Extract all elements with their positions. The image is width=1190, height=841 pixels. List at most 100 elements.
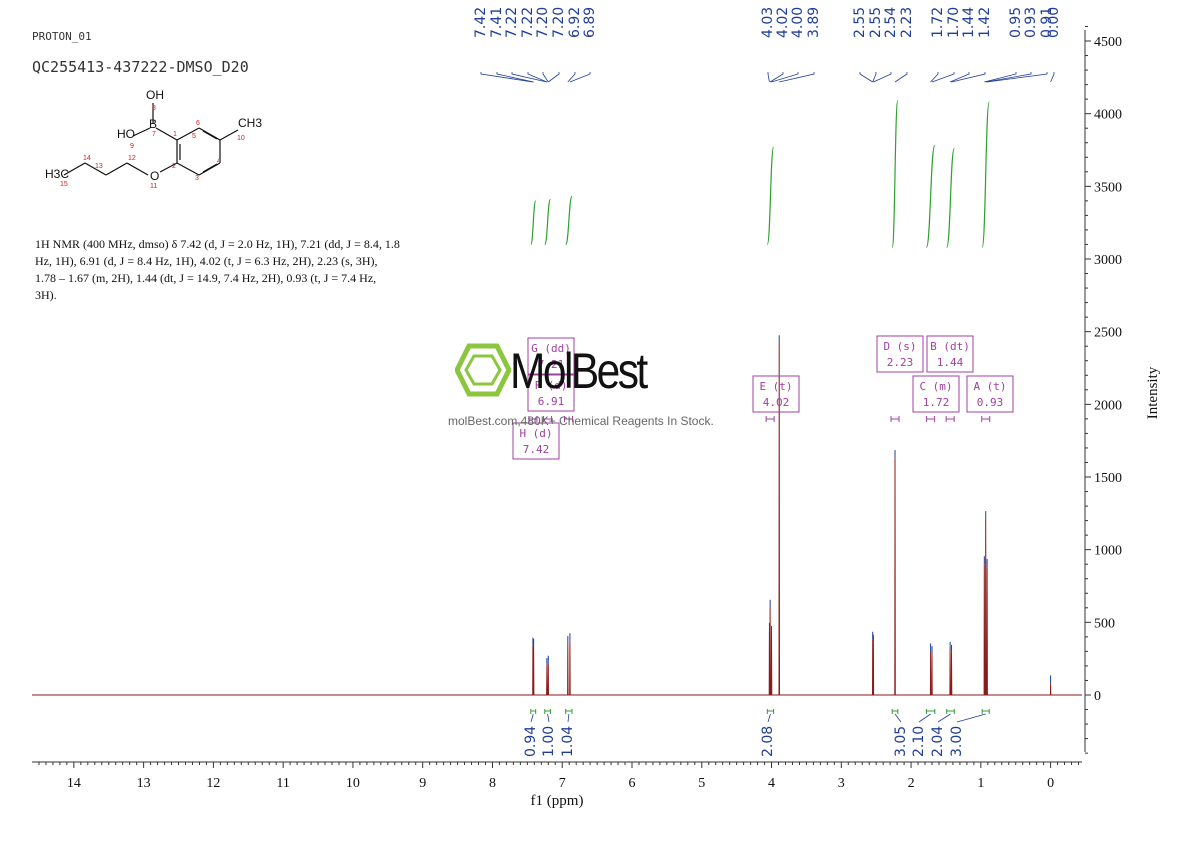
integral-leader <box>937 713 951 723</box>
peak-label: 7.22 <box>520 7 536 38</box>
spectrum-trace <box>32 335 1082 696</box>
peak-label-leader <box>1050 72 1055 83</box>
y-tick-label: 0 <box>1094 689 1101 704</box>
structure-atom-number: 9 <box>130 143 134 150</box>
integral-leader <box>918 713 931 723</box>
integral-bracket <box>946 709 955 714</box>
integral-curve <box>946 147 955 248</box>
x-tick-label: 1 <box>977 776 984 791</box>
structure-bond <box>198 127 221 141</box>
integral-bracket <box>565 709 573 714</box>
multiplet-label: B (dt) <box>930 340 970 353</box>
header-line-2: QC255413-437222-DMSO_D20 <box>32 58 249 76</box>
multiplet-box <box>876 335 924 373</box>
peak-label-leader <box>548 72 560 83</box>
spectrum-line <box>32 343 1082 696</box>
peak-label-leader <box>859 72 873 83</box>
multiplet-label: A (t) <box>973 380 1006 393</box>
x-axis-title: f1 (ppm) <box>531 793 584 809</box>
structure-atom-number: 12 <box>128 155 136 162</box>
structure-bond <box>155 127 178 141</box>
peak-label-leader <box>779 72 815 83</box>
peak-label: 2.55 <box>868 7 884 38</box>
peak-label-leader <box>767 72 770 83</box>
y-tick-label: 2000 <box>1094 398 1122 413</box>
multiplet-marker <box>981 416 991 422</box>
multiplet-label: D (s) <box>883 340 916 353</box>
peak-label-leader <box>985 72 1032 83</box>
y-tick-label: 2500 <box>1094 326 1122 341</box>
multiplet-marker <box>528 416 538 422</box>
structure-atom: OH <box>146 88 164 102</box>
integral-curves <box>530 100 990 714</box>
structure-atom-number: 3 <box>195 175 199 182</box>
peak-label-leader <box>931 72 955 83</box>
x-tick-label: 5 <box>698 776 705 791</box>
peak-label-leader <box>771 72 799 83</box>
integral-bracket <box>891 709 899 714</box>
integral-curve <box>891 100 899 248</box>
x-tick-label: 3 <box>838 776 845 791</box>
peak-label: 2.55 <box>852 7 868 38</box>
multiplet-marker <box>926 416 936 422</box>
multiplet-shift: 0.93 <box>977 396 1004 409</box>
peak-label: 7.20 <box>535 7 551 38</box>
y-tick-label: 1500 <box>1094 471 1122 486</box>
y-tick-label: 1000 <box>1094 544 1122 559</box>
peak-label-leader <box>567 72 576 83</box>
integral-leader <box>567 713 570 723</box>
peak-label: 2.23 <box>899 7 915 38</box>
integral-value: 1.04 <box>560 726 576 757</box>
x-tick-label: 12 <box>206 776 220 791</box>
multiplet-label: F (d) <box>534 379 567 392</box>
peak-label: 4.03 <box>760 7 776 38</box>
chemical-structure: OH B HO O CH3 H3C 8 7 9 1 65 10 2 4 3 12 13 14 15 11 <box>45 88 262 190</box>
integral-value: 2.04 <box>930 726 946 757</box>
structure-atom-number: 2 <box>172 163 176 170</box>
x-tick-label: 0 <box>1047 776 1054 791</box>
integral-leader <box>956 713 986 723</box>
x-tick-label: 8 <box>489 776 496 791</box>
peak-label-leader <box>984 72 1017 83</box>
x-tick-label: 9 <box>419 776 426 791</box>
integral-value: 2.08 <box>760 726 776 757</box>
structure-atom: HO <box>117 127 135 141</box>
peak-label: 0.93 <box>1023 7 1039 38</box>
multiplet-marker <box>945 416 955 422</box>
integral-curve <box>530 200 537 246</box>
multiplet-label: G (dd) <box>531 342 571 355</box>
multiplet-box <box>926 335 974 373</box>
integral-bracket <box>766 709 775 714</box>
y-tick-label: 3500 <box>1094 180 1122 195</box>
x-tick-label: 14 <box>67 776 81 791</box>
structure-bond <box>198 162 221 176</box>
structure-atom-number: 4 <box>217 158 221 165</box>
structure-atom-number: 15 <box>60 181 68 188</box>
multiplet-marker <box>543 416 553 422</box>
peak-label-leader <box>873 72 892 83</box>
structure-atom-number: 7 <box>152 131 156 138</box>
integral-curve <box>565 195 573 246</box>
structure-bond <box>202 130 218 140</box>
watermark-tagline: molBest.com,480K+ Chemical Reagents In S… <box>448 414 714 428</box>
peak-label-leader <box>569 72 591 83</box>
multiplet-shift: 4.02 <box>763 396 790 409</box>
peak-label: 1.72 <box>930 7 946 38</box>
multiplet-box <box>752 375 800 413</box>
integral-bracket <box>544 709 551 714</box>
integral-labels: 0.94 1.00 1.04 2.08 3.05 2.10 2.04 3.00 <box>523 713 986 757</box>
integral-curve <box>925 145 936 248</box>
y-tick-label: 4500 <box>1094 35 1122 50</box>
integral-value: 1.00 <box>541 726 557 757</box>
structure-bond <box>132 127 151 137</box>
x-tick-label: 4 <box>768 776 775 791</box>
structure-atom-number: 6 <box>196 120 200 127</box>
integral-bracket <box>530 709 537 714</box>
peak-label: 7.42 <box>473 7 489 38</box>
x-tick-label: 7 <box>559 776 566 791</box>
peak-label: 2.54 <box>883 7 899 38</box>
structure-bond <box>219 129 239 141</box>
integral-leader <box>530 713 534 723</box>
integral-value: 0.94 <box>523 726 539 757</box>
